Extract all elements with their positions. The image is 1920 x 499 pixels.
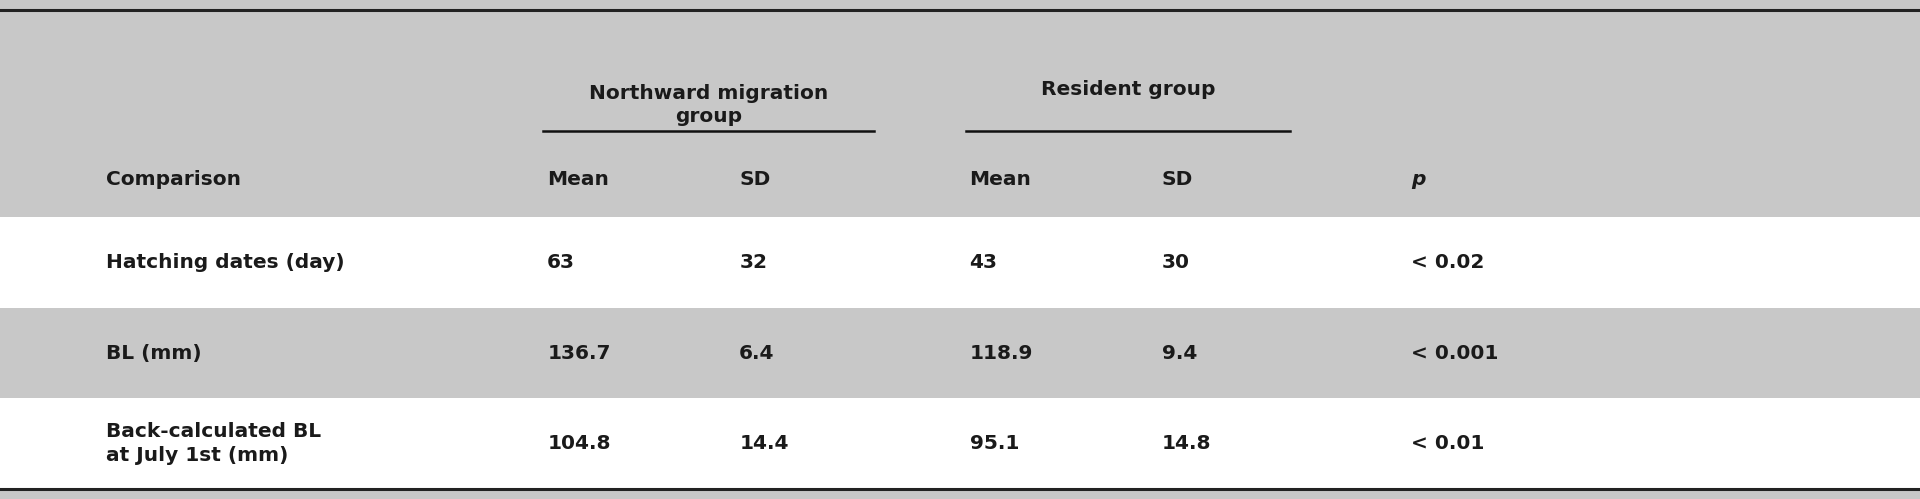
Text: Mean: Mean [547, 170, 609, 189]
Bar [0, 10, 1920, 217]
Text: BL (mm): BL (mm) [106, 343, 202, 363]
Text: SD: SD [739, 170, 770, 189]
Text: 136.7: 136.7 [547, 343, 611, 363]
Text: < 0.02: < 0.02 [1411, 253, 1484, 272]
Text: 14.4: 14.4 [739, 434, 789, 453]
Text: 63: 63 [547, 253, 576, 272]
Text: 32: 32 [739, 253, 768, 272]
Text: 43: 43 [970, 253, 998, 272]
Bar [0, 308, 1920, 398]
Text: 95.1: 95.1 [970, 434, 1020, 453]
Text: 6.4: 6.4 [739, 343, 774, 363]
Text: 14.8: 14.8 [1162, 434, 1212, 453]
Text: Hatching dates (day): Hatching dates (day) [106, 253, 344, 272]
Text: 9.4: 9.4 [1162, 343, 1196, 363]
Text: Mean: Mean [970, 170, 1031, 189]
Text: < 0.01: < 0.01 [1411, 434, 1484, 453]
Text: 30: 30 [1162, 253, 1190, 272]
Text: < 0.001: < 0.001 [1411, 343, 1500, 363]
Text: 118.9: 118.9 [970, 343, 1033, 363]
Text: Northward migration
group: Northward migration group [589, 84, 828, 126]
Text: SD: SD [1162, 170, 1192, 189]
Bar [0, 398, 1920, 489]
Text: 104.8: 104.8 [547, 434, 611, 453]
Text: Comparison: Comparison [106, 170, 240, 189]
Text: Resident group: Resident group [1041, 80, 1215, 99]
Bar [0, 217, 1920, 308]
Text: Back-calculated BL
at July 1st (mm): Back-calculated BL at July 1st (mm) [106, 423, 321, 465]
Text: p: p [1411, 170, 1425, 189]
